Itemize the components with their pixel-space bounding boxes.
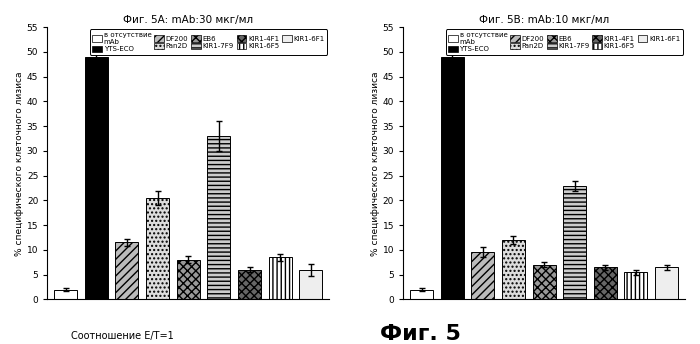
Bar: [116, 243, 139, 299]
Bar: [300, 270, 322, 299]
Title: Фиг. 5A: mAb:30 мкг/мл: Фиг. 5A: mAb:30 мкг/мл: [123, 15, 253, 25]
Title: Фиг. 5B: mAb:10 мкг/мл: Фиг. 5B: mAb:10 мкг/мл: [479, 15, 609, 25]
Bar: [471, 252, 494, 299]
Bar: [410, 290, 433, 299]
Text: Фиг. 5: Фиг. 5: [379, 324, 461, 344]
Bar: [533, 265, 556, 299]
Bar: [502, 240, 525, 299]
Legend: в отсутствие
mAb, YTS-ECO, DF200, Pan2D, EB6, KIR1-7F9, KIR1-4F1, KIR1-6F5, KIR1: в отсутствие mAb, YTS-ECO, DF200, Pan2D,…: [90, 29, 327, 55]
Bar: [624, 272, 648, 299]
Bar: [146, 198, 169, 299]
Bar: [269, 257, 292, 299]
Bar: [85, 57, 108, 299]
Bar: [441, 57, 463, 299]
Y-axis label: % специфического клеточного лизиса: % специфического клеточного лизиса: [371, 71, 380, 256]
Bar: [238, 270, 261, 299]
Bar: [54, 290, 77, 299]
Bar: [564, 185, 586, 299]
Bar: [176, 260, 200, 299]
Y-axis label: % специфического клеточного лизиса: % специфического клеточного лизиса: [15, 71, 24, 256]
Bar: [594, 267, 617, 299]
Legend: в отсутствие
mAb, YTS-ECO, DF200, Pan2D, EB6, KIR1-7F9, KIR1-4F1, KIR1-6F5, KIR1: в отсутствие mAb, YTS-ECO, DF200, Pan2D,…: [446, 29, 683, 55]
Bar: [207, 136, 230, 299]
Bar: [655, 267, 678, 299]
Text: Соотношение E/T=1: Соотношение E/T=1: [71, 331, 174, 341]
